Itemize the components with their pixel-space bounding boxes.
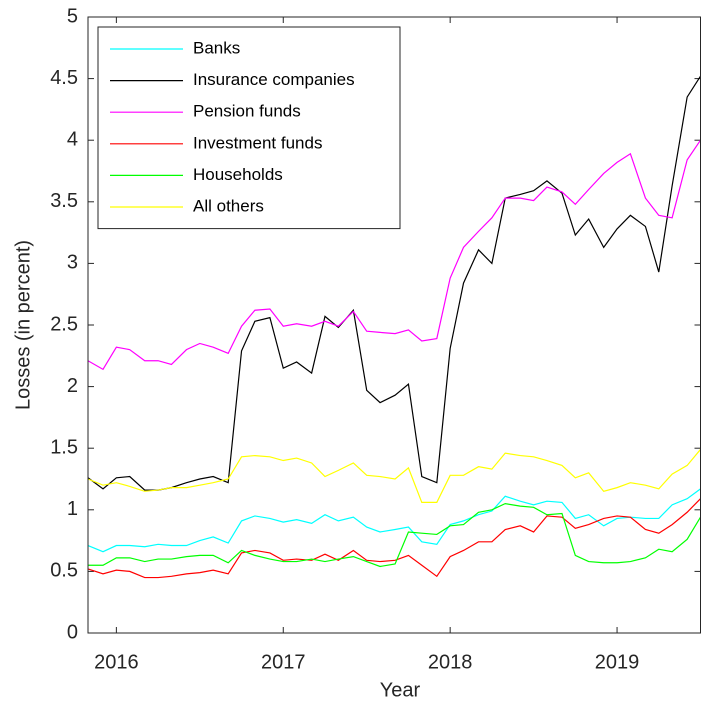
y-tick-label: 4 — [67, 128, 78, 150]
x-tick-label: 2018 — [428, 651, 473, 673]
y-tick-label: 3.5 — [50, 190, 78, 212]
x-axis-label: Year — [380, 679, 421, 701]
x-tick-label: 2017 — [261, 651, 306, 673]
y-tick-label: 4.5 — [50, 67, 78, 89]
legend: Banks Insurance companies Pension funds Inv… — [97, 26, 401, 230]
legend-label: Households — [193, 165, 283, 184]
series-line — [88, 503, 701, 568]
y-tick-label: 5 — [67, 5, 78, 27]
x-tick-label: 2016 — [94, 651, 139, 673]
legend-label: Pension funds — [193, 102, 301, 121]
y-tick-label: 0.5 — [50, 560, 78, 582]
series-line — [87, 498, 701, 579]
legend-box — [97, 26, 401, 230]
series-line — [87, 139, 701, 371]
y-tick-label: 1 — [67, 498, 78, 520]
y-tick-label: 1.5 — [50, 436, 78, 458]
x-tick-label: 2019 — [595, 651, 640, 673]
y-tick-label: 0 — [67, 621, 78, 643]
series-line — [87, 75, 701, 491]
legend-label: All others — [193, 196, 264, 215]
legend-label: Investment funds — [193, 133, 322, 152]
y-tick-label: 3 — [67, 252, 78, 274]
legend-label: Banks — [193, 38, 240, 57]
y-axis-label: Losses (in percent) — [12, 240, 34, 410]
series-line — [87, 449, 701, 504]
series-line — [87, 488, 701, 553]
y-tick-label: 2 — [67, 375, 78, 397]
legend-label: Insurance companies — [193, 70, 355, 89]
y-tick-label: 2.5 — [50, 313, 78, 335]
